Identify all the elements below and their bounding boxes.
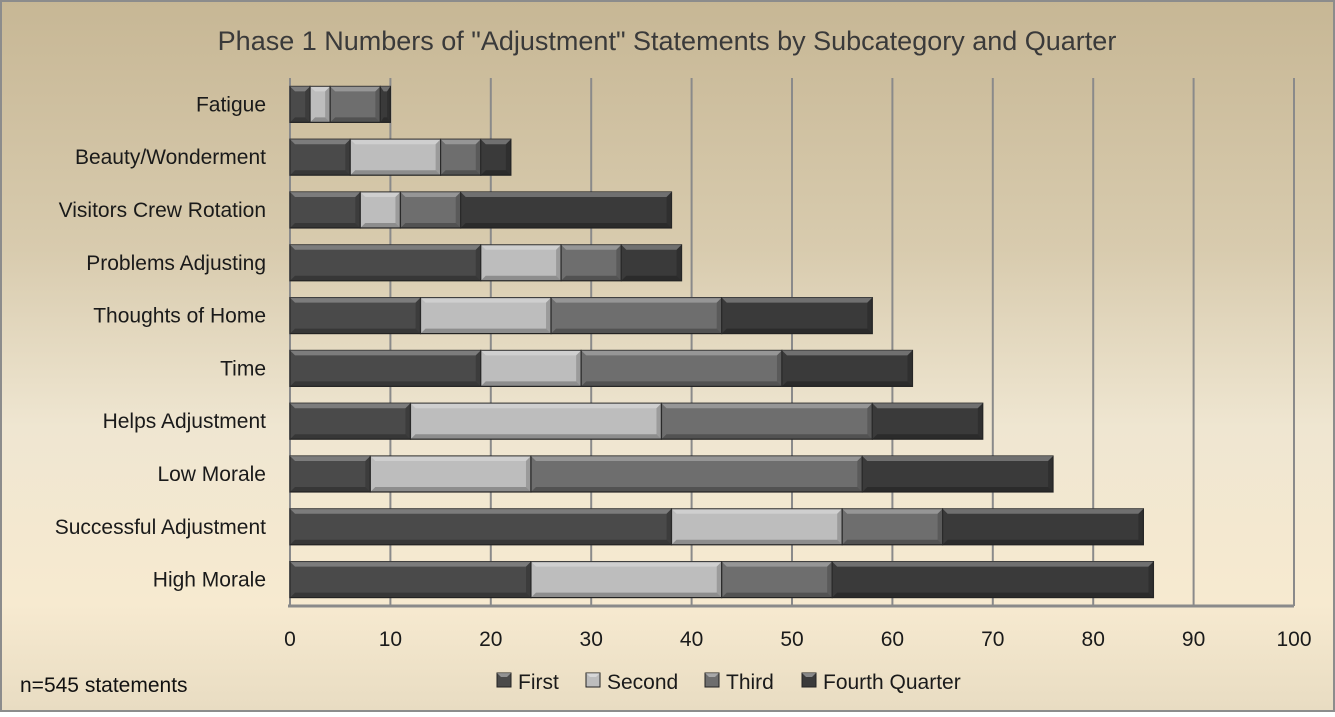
category-label: Fatigue [196,93,266,116]
x-tick-label: 20 [479,628,502,651]
bar-segment [419,297,552,335]
legend-label: Third [726,671,774,694]
bar-segment [660,402,873,440]
bar-segment [289,191,361,229]
bar-segment [289,560,532,599]
category-label: Helps Adjustment [103,410,267,433]
bar-segment [831,560,1155,599]
legend-swatch [801,672,817,688]
category-label: Low Morale [157,463,266,486]
bar-segment [550,297,723,335]
legend-swatch [585,672,601,688]
bar-segment [670,508,843,546]
bars [289,85,1155,599]
bar-segment [329,85,381,124]
x-tick-label: 80 [1082,628,1105,651]
x-tick-label: 50 [780,628,803,651]
bar-segment [560,244,622,282]
bar-segment [480,244,562,282]
bar-segment [289,297,422,335]
legend-label: Fourth Quarter [823,671,961,694]
bar-segment [530,455,863,493]
legend-swatch [496,672,512,688]
chart-title: Phase 1 Numbers of "Adjustment" Statemen… [218,26,1117,56]
category-label: High Morale [153,569,266,592]
x-tick-label: 100 [1276,628,1311,651]
category-label: Successful Adjustment [55,516,266,539]
bar-segment [289,85,311,124]
sample-size-note: n=545 statements [20,674,188,697]
x-tick-label: 90 [1182,628,1205,651]
bar-segment [289,138,351,176]
category-label: Beauty/Wonderment [75,146,266,169]
x-tick-label: 60 [881,628,904,651]
bar-segment [781,349,914,387]
legend-swatch [704,672,720,688]
bar-segment [861,455,1054,493]
category-label: Visitors Crew Rotation [59,199,266,222]
x-axis-ticks: 0 10 20 30 40 50 60 70 80 90 100 [284,628,1311,651]
bar-segment [721,560,833,599]
bar-segment [941,508,1144,546]
legend: First Second Third Fourth Quarter [496,671,961,694]
category-label: Thoughts of Home [93,305,266,328]
bar-segment [409,402,663,440]
x-tick-label: 40 [680,628,703,651]
x-tick-label: 30 [580,628,603,651]
category-labels: Fatigue Beauty/Wonderment Visitors Crew Ro… [55,93,266,591]
legend-item: Fourth Quarter [801,671,961,694]
x-tick-label: 10 [379,628,402,651]
bar-segment [289,349,482,387]
bar-segment [289,244,482,282]
bar-segment [369,455,532,493]
bar-segment [480,349,582,387]
category-label: Time [220,357,266,380]
legend-item: Second [585,671,678,694]
category-label: Problems Adjusting [86,252,266,275]
bar-segment [480,138,512,176]
bar-segment [289,508,673,546]
bar-segment [580,349,783,387]
bar-segment [530,560,723,599]
bar-segment [620,244,683,282]
bar-segment [721,297,873,335]
x-tick-label: 70 [981,628,1004,651]
bar-segment [379,85,391,124]
legend-item: Third [704,671,774,694]
bar-segment [399,191,462,229]
bar-segment [309,85,331,124]
legend-item: First [496,671,559,694]
bar-segment [289,455,371,493]
bar-segment [841,508,944,546]
bar-segment [349,138,442,176]
legend-label: Second [607,671,678,694]
bar-segment [359,191,402,229]
bar-segment [460,191,673,229]
bar-segment [289,402,412,440]
x-tick-label: 0 [284,628,296,651]
legend-label: First [518,671,559,694]
bar-segment [440,138,482,176]
bar-segment [871,402,984,440]
